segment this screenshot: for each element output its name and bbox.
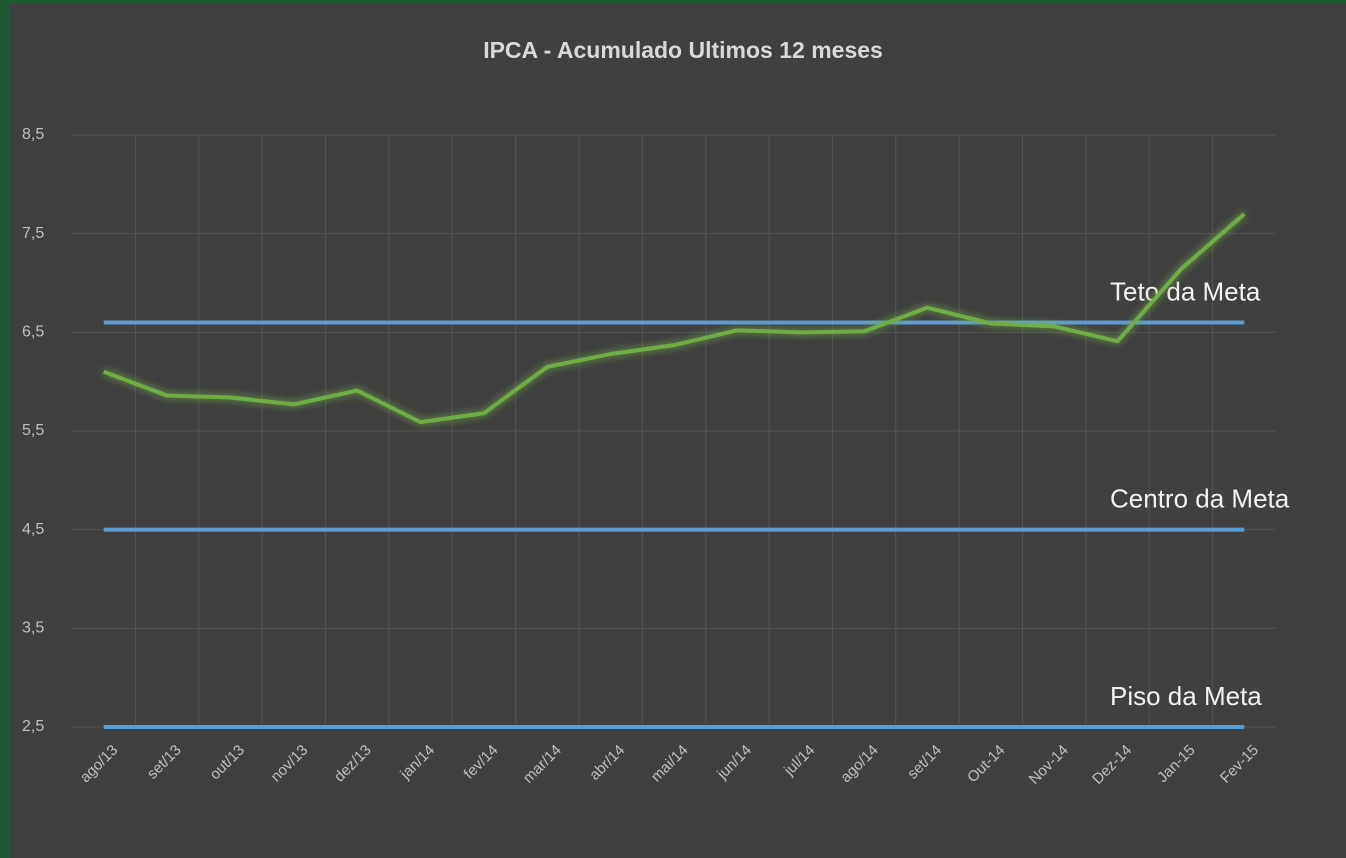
y-tick-label: 5,5: [22, 422, 44, 439]
line-label: Piso da Meta: [1110, 681, 1262, 711]
y-tick-label: 8,5: [22, 126, 44, 143]
y-tick-label: 2,5: [22, 718, 44, 735]
y-tick-label: 6,5: [22, 324, 44, 341]
chart-title: IPCA - Acumulado Ultimos 12 meses: [483, 37, 883, 63]
y-tick-label: 7,5: [22, 225, 44, 242]
line-label: Centro da Meta: [1110, 484, 1290, 514]
y-tick-label: 3,5: [22, 620, 44, 637]
line-label: Teto da Meta: [1110, 276, 1261, 306]
y-tick-label: 4,5: [22, 521, 44, 538]
series-line: [102, 212, 1246, 425]
